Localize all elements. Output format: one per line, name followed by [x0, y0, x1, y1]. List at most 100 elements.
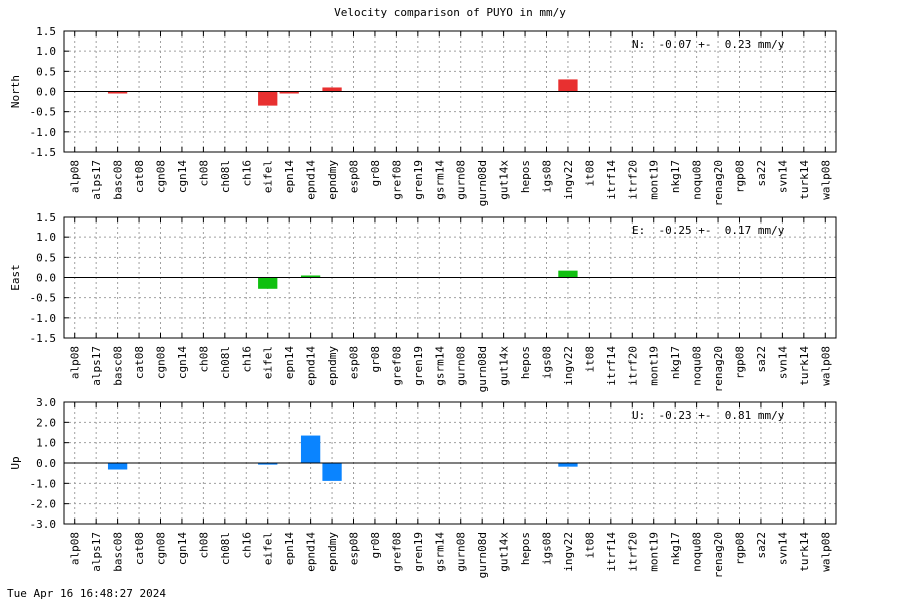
east-xtick-label: igs08: [541, 346, 554, 379]
east-xtick-label: itrf20: [626, 346, 639, 386]
east-xtick-label: ch08: [197, 346, 210, 373]
north-xtick-label: alps17: [90, 160, 103, 200]
east-xtick-label: nkg17: [669, 346, 682, 379]
up-xtick-label: gren19: [412, 532, 425, 572]
up-xtick-label: epn14: [283, 532, 296, 565]
north-ytick-label: -0.5: [30, 106, 57, 119]
up-ytick-label: -3.0: [30, 518, 57, 531]
east-bar-epnd14: [300, 275, 321, 278]
up-xtick-label: alp08: [69, 532, 82, 565]
up-ytick-label: 0.0: [36, 457, 56, 470]
east-xtick-label: alp08: [69, 346, 82, 379]
up-ytick-label: 3.0: [36, 396, 56, 409]
east-xtick-label: epnd14: [305, 346, 318, 386]
up-xtick-label: mont19: [648, 532, 661, 572]
north-xtick-label: ch08l: [219, 160, 232, 193]
north-xtick-label: ch16: [240, 160, 253, 187]
up-xtick-label: igs08: [541, 532, 554, 565]
north-xtick-label: turk14: [798, 160, 811, 200]
north-xtick-label: itrf14: [605, 160, 618, 200]
east-xtick-label: cgn08: [155, 346, 168, 379]
north-xtick-label: it08: [583, 160, 596, 187]
north-xtick-label: walp08: [819, 160, 832, 200]
east-xtick-label: gsrm14: [433, 346, 446, 386]
up-xtick-label: rgp08: [734, 532, 747, 565]
north-xtick-label: cat08: [133, 160, 146, 193]
up-plot-frame: [63, 401, 837, 525]
east-xtick-label: gref08: [390, 346, 403, 386]
north-bar-epndmy: [322, 87, 342, 92]
up-xtick-label: renag20: [712, 532, 725, 578]
north-xtick-label: gurn08: [455, 160, 468, 200]
east-xtick-label: itrf14: [605, 346, 618, 386]
up-xtick-label: walp08: [819, 532, 832, 572]
north-xtick-label: epndmy: [326, 160, 339, 200]
north-xtick-label: itrf20: [626, 160, 639, 200]
up-xtick-label: gsrm14: [433, 532, 446, 572]
north-xtick-label: igs08: [541, 160, 554, 193]
north-xtick-label: sa22: [755, 160, 768, 187]
east-xtick-label: gut14x: [498, 346, 511, 386]
up-xtick-label: gurn08: [455, 532, 468, 572]
east-xtick-label: sa22: [755, 346, 768, 373]
north-axis-label: North: [9, 75, 22, 108]
north-ytick-label: -1.5: [30, 146, 57, 159]
up-ytick-label: 2.0: [36, 416, 56, 429]
east-ytick-label: 1.5: [36, 211, 56, 224]
north-ytick-label: -1.0: [30, 126, 57, 139]
north-xtick-label: eifel: [262, 160, 275, 193]
up-xtick-label: cat08: [133, 532, 146, 565]
east-xtick-label: gr08: [369, 346, 382, 373]
east-xtick-label: cgn14: [176, 346, 189, 379]
up-ytick-label: -1.0: [30, 477, 57, 490]
north-xtick-label: cgn14: [176, 160, 189, 193]
north-xtick-label: mont19: [648, 160, 661, 200]
east-xtick-label: epndmy: [326, 346, 339, 386]
up-bar-epndmy: [322, 463, 342, 481]
north-ytick-label: 0.5: [36, 65, 56, 78]
chart-title: Velocity comparison of PUYO in mm/y: [334, 6, 566, 19]
north-xtick-label: basc08: [112, 160, 125, 200]
up-xtick-label: ch08: [197, 532, 210, 559]
north-bar-basc08: [107, 91, 128, 94]
east-ytick-label: -1.5: [30, 332, 57, 345]
east-xtick-label: eifel: [262, 346, 275, 379]
up-xtick-label: gurn08d: [476, 532, 489, 578]
up-xtick-label: cgn08: [155, 532, 168, 565]
east-xtick-label: ch16: [240, 346, 253, 373]
up-xtick-label: gref08: [390, 532, 403, 572]
east-xtick-label: alps17: [90, 346, 103, 386]
north-xtick-label: epn14: [283, 160, 296, 193]
east-xtick-label: ingv22: [562, 346, 575, 386]
up-xtick-label: epnd14: [305, 532, 318, 572]
east-xtick-label: it08: [583, 346, 596, 373]
east-xtick-label: renag20: [712, 346, 725, 392]
east-xtick-label: noqu08: [691, 346, 704, 386]
east-xtick-label: ch08l: [219, 346, 232, 379]
east-xtick-label: gren19: [412, 346, 425, 386]
north-ytick-label: 0.0: [36, 86, 56, 99]
north-bar-eifel: [258, 91, 278, 106]
north-xtick-label: noqu08: [691, 160, 704, 200]
north-xtick-label: cgn08: [155, 160, 168, 193]
north-xtick-label: hepos: [519, 160, 532, 193]
east-xtick-label: cat08: [133, 346, 146, 379]
up-xtick-label: ingv22: [562, 532, 575, 572]
east-xtick-label: turk14: [798, 346, 811, 386]
east-xtick-label: gurn08d: [476, 346, 489, 392]
east-ytick-label: -1.0: [30, 312, 57, 325]
north-xtick-label: svn14: [776, 160, 789, 193]
up-xtick-label: eifel: [262, 532, 275, 565]
north-annotation: N: -0.07 +- 0.23 mm/y: [632, 38, 785, 51]
east-xtick-label: svn14: [776, 346, 789, 379]
north-xtick-label: nkg17: [669, 160, 682, 193]
north-xtick-label: ch08: [197, 160, 210, 187]
up-xtick-label: it08: [583, 532, 596, 559]
north-bar-epn14: [279, 91, 299, 94]
up-ytick-label: -2.0: [30, 498, 57, 511]
up-xtick-label: noqu08: [691, 532, 704, 572]
east-xtick-label: hepos: [519, 346, 532, 379]
up-xtick-label: itrf20: [626, 532, 639, 572]
up-xtick-label: alps17: [90, 532, 103, 572]
